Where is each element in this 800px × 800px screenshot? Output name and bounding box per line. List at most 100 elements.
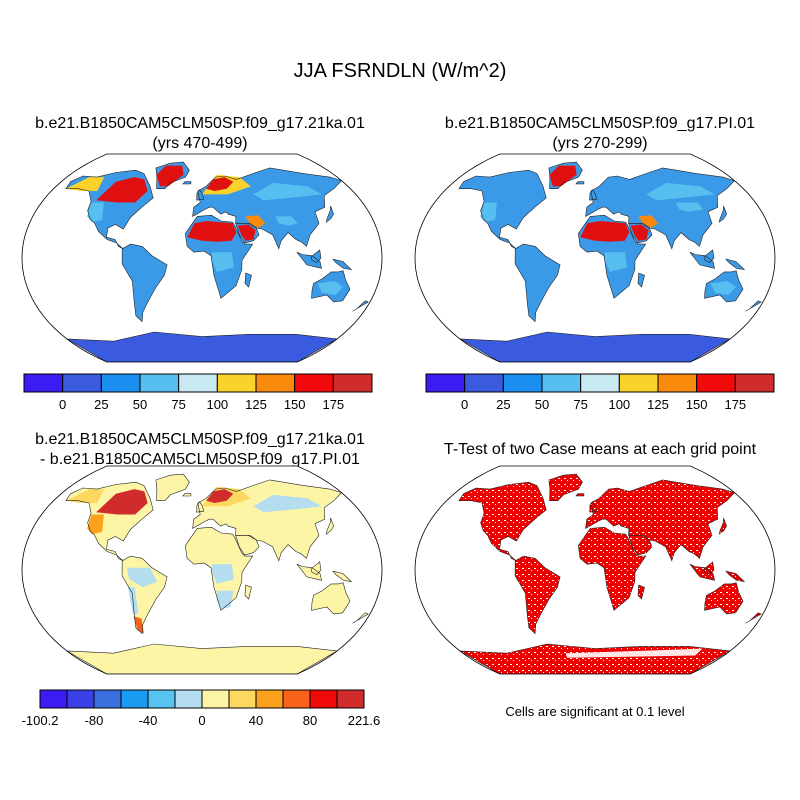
land-newGuinea <box>333 571 352 582</box>
colorbar-tick-label: 75 <box>171 397 185 412</box>
coast-antarctica <box>459 643 732 674</box>
region-scandHot <box>206 489 234 503</box>
colorbar-tick-label: 40 <box>249 713 263 728</box>
land-iceland <box>575 181 584 184</box>
land-nz <box>352 612 369 624</box>
region-scandHot <box>206 177 234 191</box>
region-greenIce <box>549 165 577 187</box>
coast-newGuinea <box>332 258 353 271</box>
land-africa <box>578 527 646 611</box>
coast-southAmerica <box>121 243 168 323</box>
coast-greenland <box>155 161 190 189</box>
colorbar-box <box>228 689 257 709</box>
colorbar-diff: -100.2 -80 -40 0 40 80 221.6 <box>22 689 380 728</box>
coast-antarctica <box>66 331 339 362</box>
land-antarctica <box>66 644 338 674</box>
coast-uk <box>196 501 205 513</box>
coast-africa <box>577 214 647 299</box>
coast-japan <box>325 517 334 535</box>
colorbar-tick-label: 100 <box>608 397 630 412</box>
colorbar-box <box>39 689 68 709</box>
panel-diff-title-line1: b.e21.B1850CAM5CLM50SP.f09_g17.21ka.01 <box>35 431 365 448</box>
colorbar-tick-label: 0 <box>461 397 468 412</box>
land-uk <box>589 189 597 201</box>
panel-case2-title: b.e21.B1850CAM5CLM50SP.f09_g17.PI.01 (yr… <box>400 114 800 154</box>
figure-title: JJA FSRNDLN (W/m^2) <box>293 60 507 82</box>
land-madagascar <box>245 585 252 599</box>
coast-greenland <box>548 473 583 501</box>
colorbar-box <box>201 689 230 709</box>
colorbar-tick-label: 0 <box>198 713 205 728</box>
region-southernAfrica <box>216 590 234 610</box>
land-indonesia <box>689 252 715 269</box>
region-westUS <box>87 514 104 535</box>
coast-borneo <box>703 561 715 575</box>
coast-madagascar <box>244 272 252 288</box>
colorbar-tick-label: 221.6 <box>348 713 381 728</box>
coast-nz <box>745 300 762 312</box>
colorbar-tick-label: 150 <box>686 397 708 412</box>
coast-uk <box>589 501 598 513</box>
coast-japan <box>325 205 334 223</box>
land-greenland <box>155 474 190 501</box>
panel-case1-title-line1: b.e21.B1850CAM5CLM50SP.f09_g17.21ka.01 <box>35 115 365 132</box>
coast-eurasia <box>585 479 736 562</box>
land-iceland <box>182 181 191 184</box>
coast-indonesia <box>689 563 716 581</box>
coast-africa <box>184 526 254 611</box>
coast-madagascar <box>637 584 645 600</box>
land-uk <box>589 501 597 513</box>
land-newGuinea <box>726 571 745 582</box>
coast-northAmerica <box>458 169 547 250</box>
coast-indonesia <box>296 251 323 269</box>
land-antarctica <box>66 332 338 362</box>
region-amazon <box>127 567 158 588</box>
region-alaskaBright <box>65 489 105 503</box>
land-uk <box>196 501 204 513</box>
colorbar-box <box>174 689 203 709</box>
coast-newGuinea <box>725 570 746 583</box>
coast-iceland <box>182 181 192 185</box>
colorbar-box <box>282 689 311 709</box>
coast-northAmerica <box>458 481 547 562</box>
region-sahara <box>187 221 237 242</box>
coast-australia <box>311 582 351 615</box>
region-westUS <box>87 202 104 223</box>
region-centralAfrica <box>212 564 234 584</box>
colorbar-tick-label: 50 <box>535 397 549 412</box>
coast-greenland <box>548 161 583 189</box>
coast-borneo <box>703 249 715 263</box>
coast-eurasia <box>192 167 343 250</box>
coast-arabia <box>235 223 260 244</box>
colorbar-box <box>93 689 122 709</box>
region-sahara <box>580 221 630 242</box>
colorbar-tick-label: -100.2 <box>22 713 59 728</box>
coast-indonesia <box>296 563 323 581</box>
coast-iceland <box>575 493 585 497</box>
map-outline <box>21 465 383 675</box>
coast-southAmerica <box>121 555 168 635</box>
coast-greenland <box>155 473 190 501</box>
panel-case1-title: b.e21.B1850CAM5CLM50SP.f09_g17.21ka.01 (… <box>0 114 400 154</box>
region-amazon <box>127 255 158 276</box>
panel-case2-title-line2: (yrs 270-299) <box>552 135 648 152</box>
coast-indonesia <box>689 251 716 269</box>
land-indonesia <box>296 252 322 269</box>
land-greenland <box>548 474 583 501</box>
coast-japan <box>718 205 727 223</box>
land-indonesia <box>296 564 322 581</box>
region-siberia <box>253 494 322 513</box>
colorbar-box <box>100 373 141 393</box>
coast-eurasia <box>192 479 343 562</box>
land-antarctica <box>459 332 731 362</box>
coast-newGuinea <box>725 258 746 271</box>
panel-diff-title: b.e21.B1850CAM5CLM50SP.f09_g17.21ka.01 -… <box>0 430 400 470</box>
colorbar-case1: 0 25 50 75 100 125 150 175 <box>23 373 373 412</box>
colorbar-box <box>120 689 149 709</box>
colorbar-box <box>580 373 620 393</box>
region-westUS <box>480 202 497 223</box>
colorbar-box <box>62 373 102 393</box>
coast-eurasia <box>585 167 736 250</box>
colorbar-tick-label: 125 <box>245 397 267 412</box>
coast-iceland <box>182 493 192 497</box>
